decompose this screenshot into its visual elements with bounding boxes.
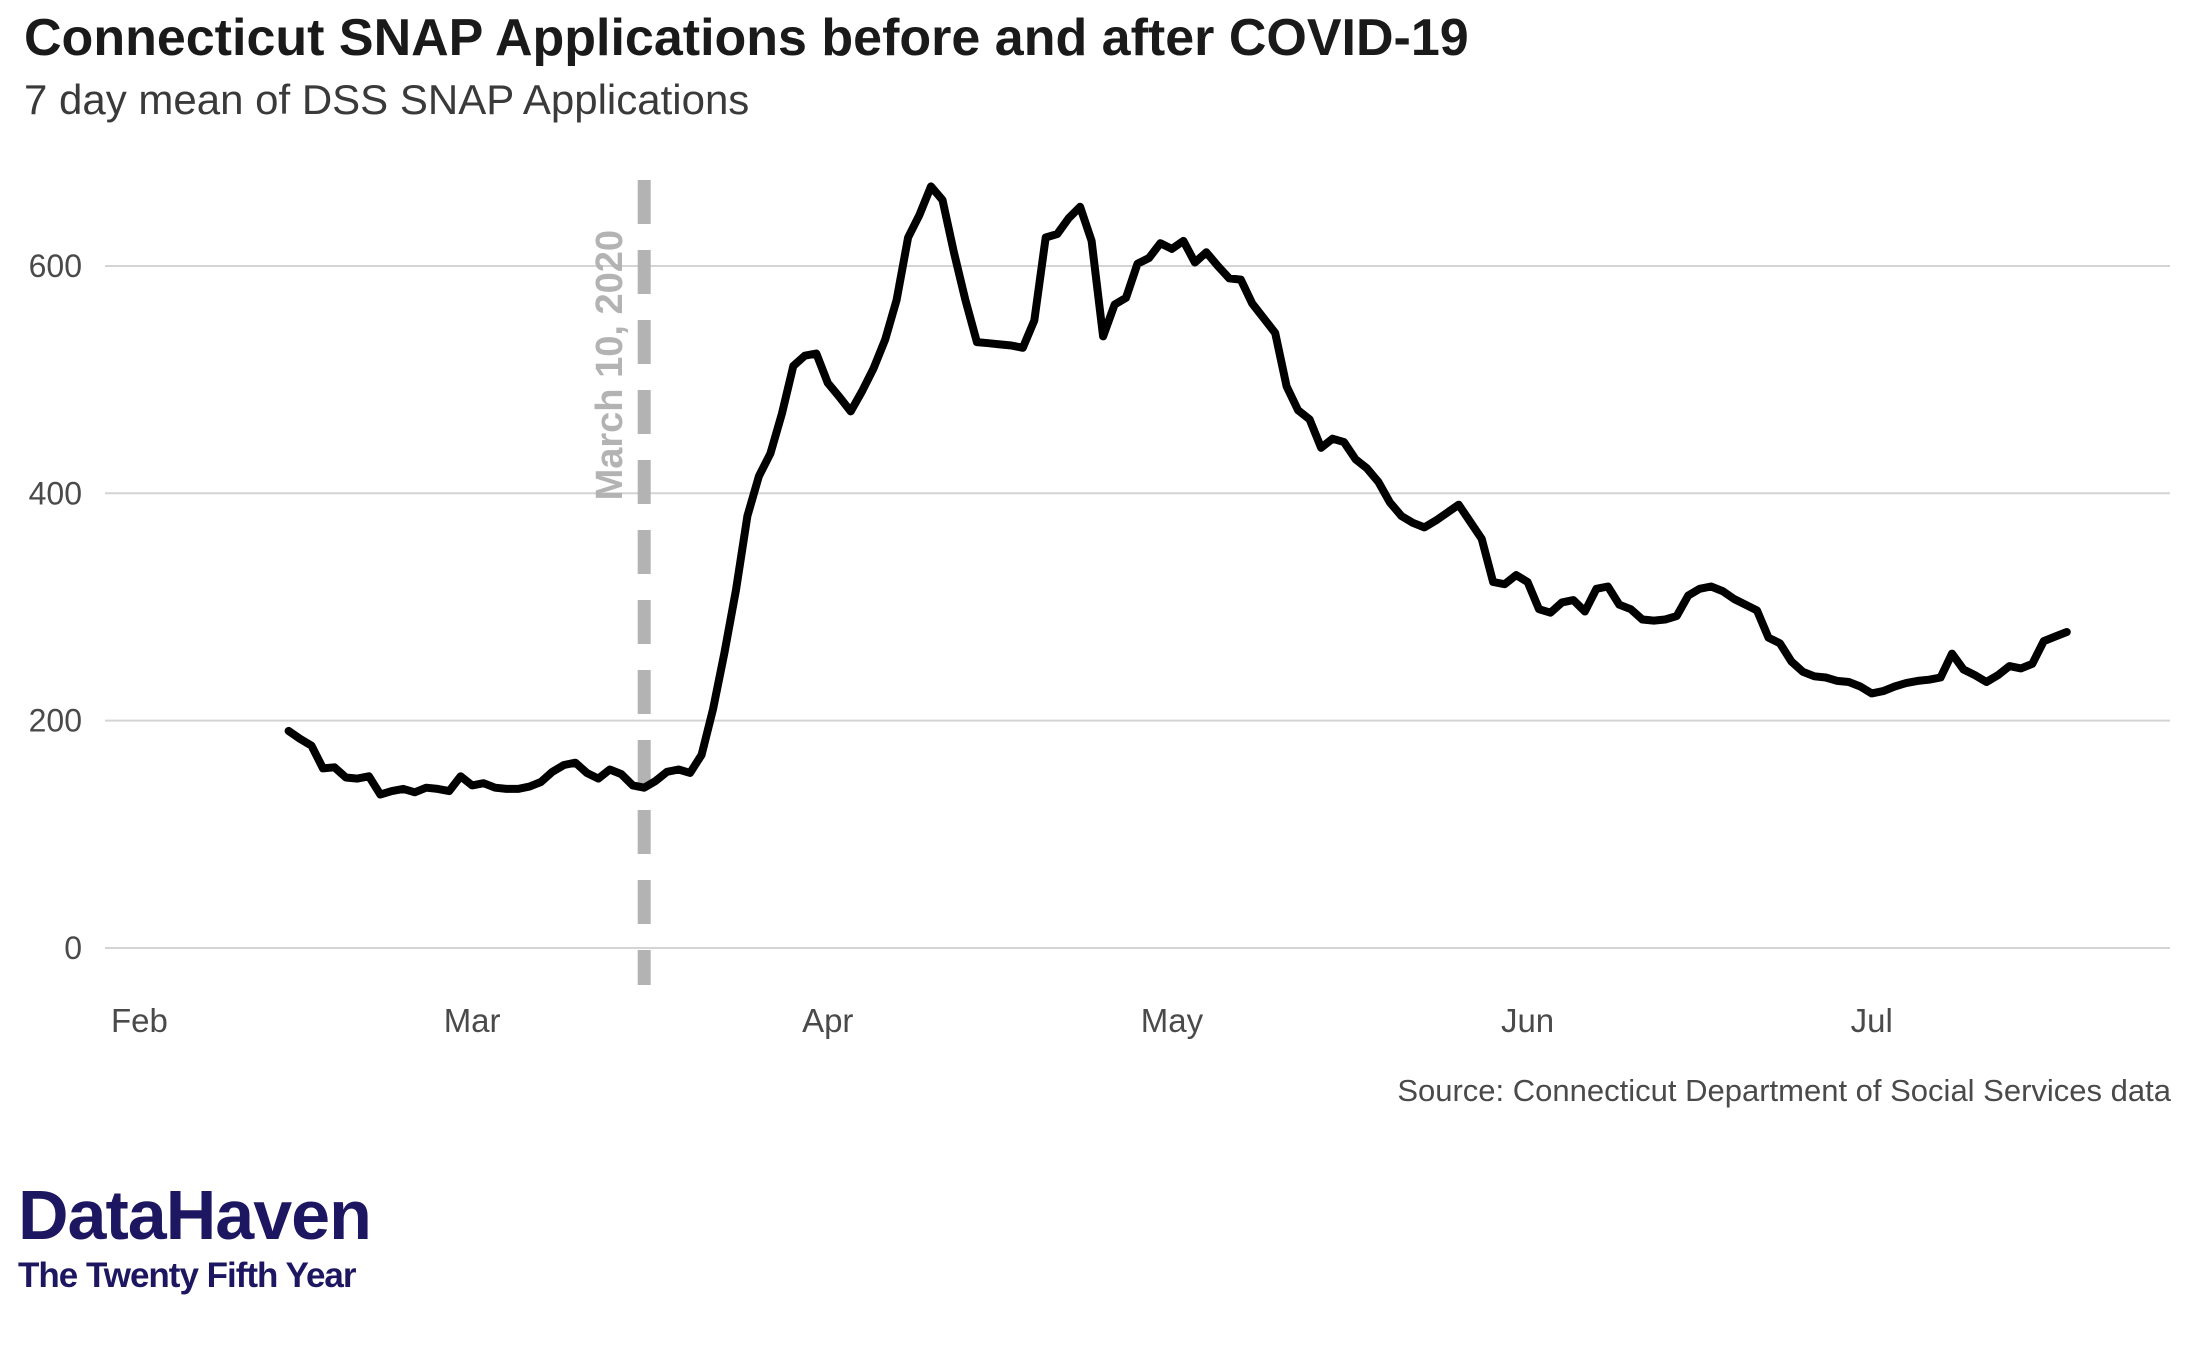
y-tick-label: 400 [29, 475, 82, 511]
reference-marker: March 10, 2020 [589, 180, 651, 985]
x-tick-label: Apr [802, 1002, 853, 1039]
chart-title: Connecticut SNAP Applications before and… [24, 9, 1469, 67]
y-tick-label: 200 [29, 703, 82, 739]
x-axis-tick-labels: Feb Mar Apr May Jun Jul [111, 1002, 1893, 1039]
x-tick-label: May [1141, 1002, 1204, 1039]
x-tick-label: Feb [111, 1002, 168, 1039]
series-layer [284, 182, 2071, 799]
logo-tagline: The Twenty Fifth Year [18, 1256, 356, 1295]
gridlines [105, 264, 2170, 949]
source-note: Source: Connecticut Department of Social… [1397, 1073, 2171, 1108]
reference-line-label: March 10, 2020 [589, 230, 631, 500]
y-tick-label: 600 [29, 248, 82, 284]
y-axis-tick-labels: 0 200 400 600 [29, 248, 82, 966]
logo-wordmark: DataHaven [18, 1176, 372, 1254]
y-tick-label: 0 [64, 930, 82, 966]
datahaven-logo: DataHaven The Twenty Fifth Year [18, 1176, 372, 1295]
series-line [284, 182, 2071, 799]
x-tick-label: Mar [444, 1002, 501, 1039]
chart-subtitle: 7 day mean of DSS SNAP Applications [24, 76, 750, 123]
x-tick-label: Jun [1501, 1002, 1554, 1039]
x-tick-label: Jul [1851, 1002, 1893, 1039]
